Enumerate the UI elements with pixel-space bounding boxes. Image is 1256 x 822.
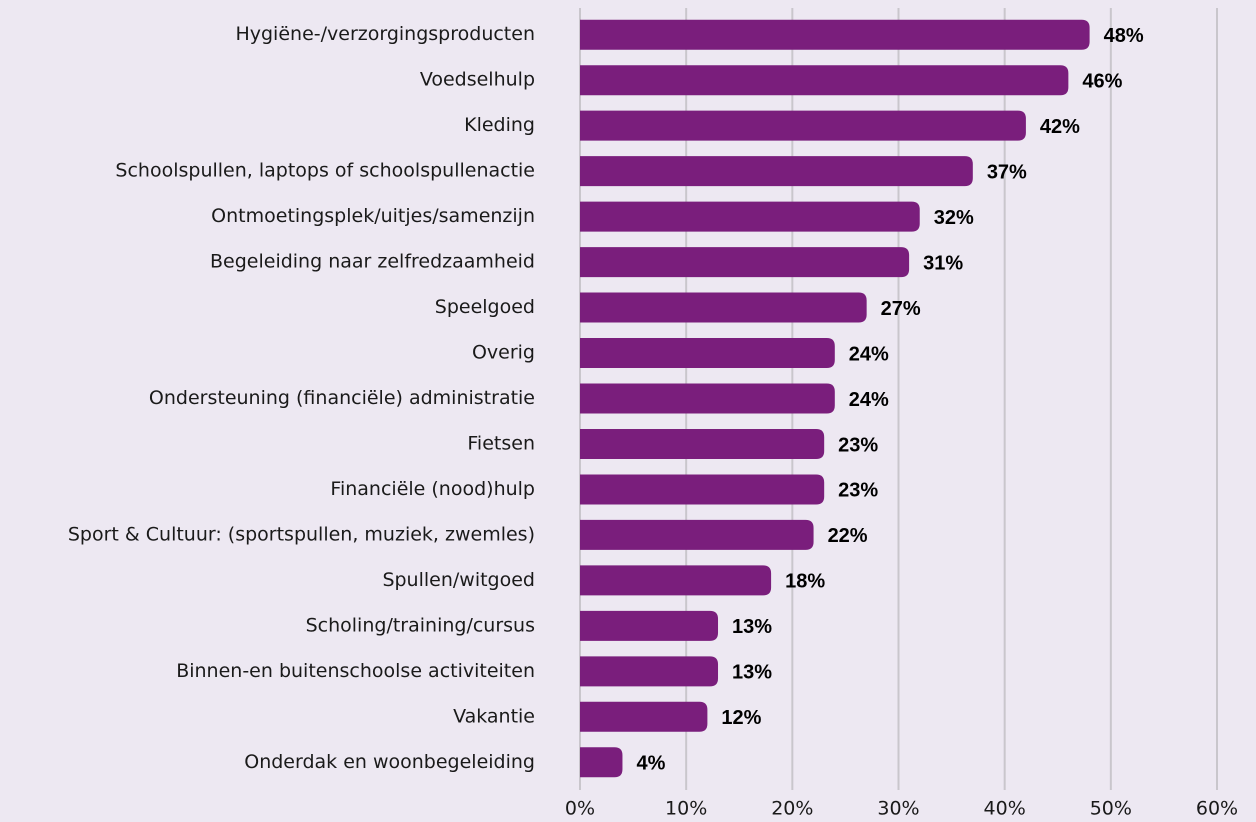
x-tick-label: 20% bbox=[771, 798, 813, 820]
value-label: 22% bbox=[828, 525, 868, 547]
y-tick-label: Voedselhulp bbox=[420, 69, 535, 91]
bar bbox=[580, 383, 835, 414]
value-label: 13% bbox=[732, 616, 772, 638]
bar bbox=[580, 747, 623, 778]
value-label: 48% bbox=[1104, 25, 1144, 47]
value-label: 42% bbox=[1040, 116, 1080, 138]
y-tick-label: Fietsen bbox=[467, 432, 535, 454]
y-tick-label: Vakantie bbox=[453, 705, 535, 727]
value-label: 46% bbox=[1082, 70, 1122, 92]
bar bbox=[580, 19, 1090, 50]
bar bbox=[580, 247, 910, 278]
bar bbox=[580, 65, 1069, 96]
value-label: 24% bbox=[849, 389, 889, 411]
y-tick-label: Binnen-en buitenschoolse activiteiten bbox=[176, 660, 535, 682]
y-tick-label: Schoolspullen, laptops of schoolspullena… bbox=[115, 160, 535, 182]
bar bbox=[580, 110, 1026, 141]
value-label: 23% bbox=[838, 480, 878, 502]
value-label: 27% bbox=[881, 298, 921, 320]
bar bbox=[580, 565, 772, 596]
value-label: 13% bbox=[732, 662, 772, 684]
y-tick-label: Hygiëne-/verzorgingsproducten bbox=[235, 23, 535, 45]
value-label: 4% bbox=[636, 753, 665, 775]
y-tick-label: Spullen/witgoed bbox=[382, 569, 535, 591]
value-label: 32% bbox=[934, 207, 974, 229]
x-tick-label: 30% bbox=[877, 798, 919, 820]
x-tick-label: 50% bbox=[1090, 798, 1132, 820]
y-tick-label: Onderdak en woonbegeleiding bbox=[244, 751, 535, 773]
y-tick-label: Ondersteuning (financiële) administratie bbox=[149, 387, 535, 409]
y-tick-label: Sport & Cultuur: (sportspullen, muziek, … bbox=[68, 523, 535, 545]
bar bbox=[580, 701, 708, 732]
value-label: 31% bbox=[923, 252, 963, 274]
value-label: 12% bbox=[721, 707, 761, 729]
bar bbox=[580, 656, 719, 687]
bar bbox=[580, 474, 825, 505]
y-tick-label: Scholing/training/cursus bbox=[306, 614, 535, 636]
y-tick-label: Begeleiding naar zelfredzaamheid bbox=[210, 251, 535, 273]
value-label: 24% bbox=[849, 343, 889, 365]
y-tick-label: Speelgoed bbox=[435, 296, 535, 318]
bar bbox=[580, 428, 825, 459]
bar bbox=[580, 201, 920, 232]
y-tick-label: Overig bbox=[472, 342, 535, 364]
value-label: 18% bbox=[785, 571, 825, 593]
x-tick-label: 0% bbox=[565, 798, 595, 820]
bar bbox=[580, 610, 719, 641]
y-tick-label: Kleding bbox=[464, 114, 535, 136]
bar bbox=[580, 292, 867, 323]
value-label: 23% bbox=[838, 434, 878, 456]
bar bbox=[580, 156, 973, 187]
bar bbox=[580, 519, 814, 550]
y-tick-label: Financiële (nood)hulp bbox=[330, 478, 535, 500]
y-tick-label: Ontmoetingsplek/uitjes/samenzijn bbox=[211, 205, 535, 227]
x-tick-label: 60% bbox=[1196, 798, 1238, 820]
x-tick-label: 40% bbox=[984, 798, 1026, 820]
value-label: 37% bbox=[987, 161, 1027, 183]
bar bbox=[580, 338, 835, 369]
x-tick-label: 10% bbox=[665, 798, 707, 820]
